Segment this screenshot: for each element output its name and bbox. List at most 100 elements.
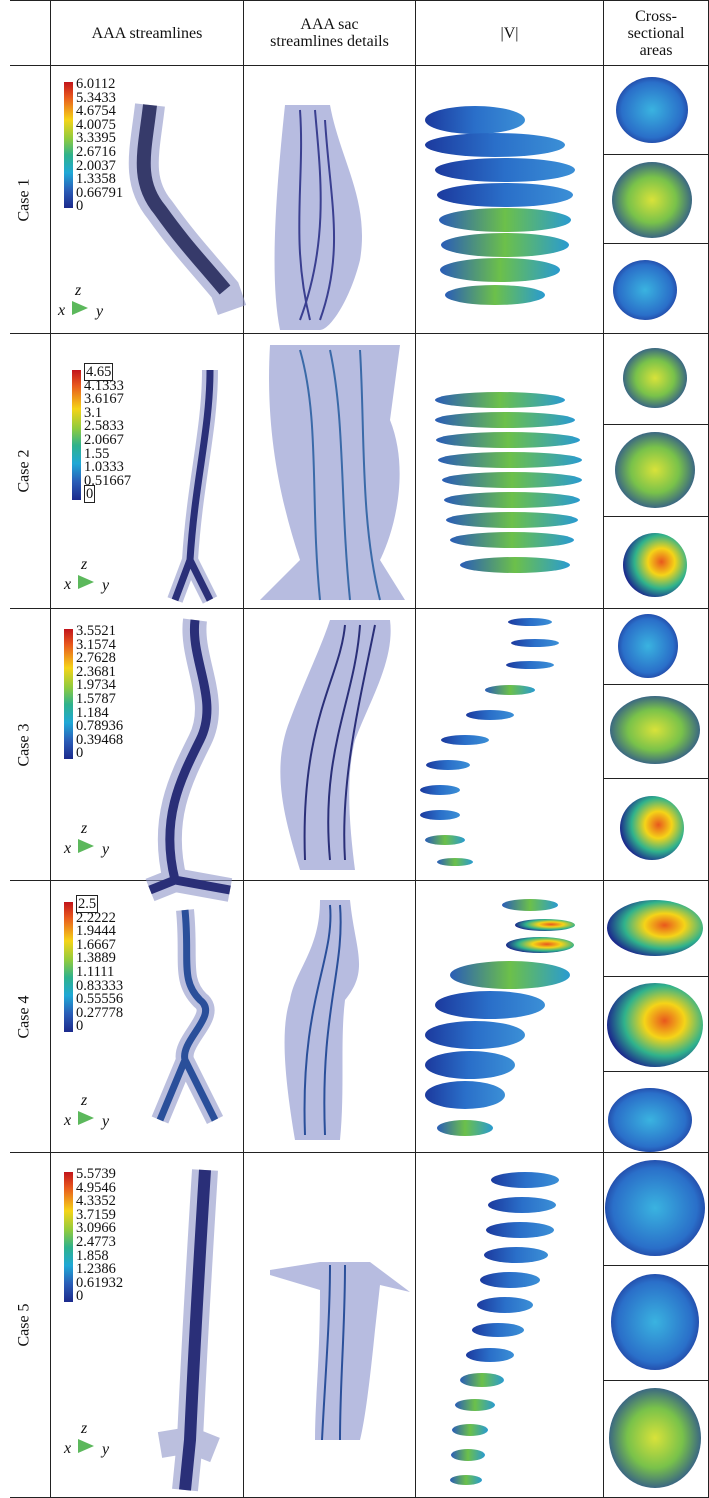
header-text: sectional (627, 24, 685, 42)
tick-label-boxed: 0 (84, 485, 96, 504)
table-rule (10, 880, 709, 881)
tick-label: 0.51667 (84, 472, 132, 489)
axis-z-label: z (75, 282, 82, 299)
colorbar (64, 902, 73, 1032)
case1-sac-render (274, 105, 363, 330)
tick-label: 0.66791 (76, 184, 124, 201)
colorbar-ticks: 6.0112 5.3433 4.6754 4.0075 3.3395 2.671… (76, 76, 124, 215)
axis-z-label: z (81, 820, 88, 837)
colorbar (64, 629, 73, 759)
tick-label: 1.9734 (76, 677, 116, 694)
axis-y-label: y (102, 577, 110, 594)
header-sac-details: AAA sac streamlines details (244, 1, 415, 65)
tick-label: 0 (76, 1288, 84, 1305)
colorbar-ticks: 5.5739 4.9546 4.3352 3.7159 3.0966 2.477… (76, 1166, 124, 1305)
tick-label: 3.7159 (76, 1206, 116, 1223)
tick-label: 1.1111 (76, 963, 115, 980)
case3-cross-sections (610, 614, 700, 860)
colorbar (64, 82, 73, 208)
axis-arrow-icon (78, 575, 94, 589)
tick-label: 5.5739 (76, 1166, 116, 1182)
case3-sac-render (280, 620, 391, 870)
case4-cross-sections (607, 900, 703, 1152)
tick-label: 2.7628 (76, 650, 116, 667)
table-rule (50, 0, 51, 1498)
case4-streamlines-render (151, 909, 224, 1125)
table-rule (415, 0, 416, 1498)
tick-label: 0.27778 (76, 1004, 124, 1021)
tick-label: 2.0037 (76, 157, 116, 174)
subcell-rule (603, 778, 709, 779)
subcell-rule (603, 154, 709, 155)
subcell-rule (603, 516, 709, 517)
axis-x-label: x (64, 1440, 72, 1457)
axis-arrow-icon (78, 1439, 94, 1453)
tick-label: 4.3352 (76, 1193, 116, 1210)
header-velocity-magnitude: |V| (416, 1, 603, 65)
table-rule (10, 65, 709, 66)
tick-label: 0.83333 (76, 977, 124, 994)
tick-label: 4.0075 (76, 116, 116, 133)
tick-label: 0.61932 (76, 1274, 124, 1291)
axis-x-label: x (58, 302, 66, 319)
colorbar-ticks: 3.5521 3.1574 2.7628 2.3681 1.9734 1.578… (76, 624, 123, 761)
axis-x-label: x (64, 1112, 72, 1129)
case2-sac-render (260, 345, 405, 601)
tick-label: 0 (76, 198, 84, 215)
tick-label: 2.3681 (76, 663, 116, 680)
axis-x-label: x (64, 576, 72, 593)
tick-label: 1.184 (76, 704, 109, 721)
tick-label: 4.6754 (76, 103, 116, 120)
case4-sac-render (284, 900, 360, 1140)
tick-label: 2.6716 (76, 143, 116, 160)
subcell-rule (603, 424, 709, 425)
tick-label: 1.5787 (76, 690, 116, 707)
case5-sac-render (270, 1262, 410, 1441)
case3-streamlines-render (145, 618, 233, 902)
tick-label: 4.65 (84, 363, 131, 381)
tick-label: 2.5833 (84, 418, 124, 435)
subcell-rule (603, 1071, 709, 1072)
case5-streamlines-render (157, 1169, 220, 1492)
tick-label: 4.9546 (76, 1179, 116, 1196)
colorbar-ticks: 4.65 4.1333 3.6167 3.1 2.5833 2.0667 1.5… (84, 363, 132, 504)
tick-label: 1.3358 (76, 171, 116, 188)
subcell-rule (603, 1380, 709, 1381)
table-rule (243, 0, 244, 1498)
case5-cross-sections (605, 1160, 705, 1488)
axis-y-label: y (102, 1113, 110, 1130)
tick-label: 3.3395 (76, 130, 116, 147)
tick-label: 3.6167 (84, 391, 124, 408)
tick-label: 6.0112 (76, 76, 116, 92)
case2-velocity-slices (435, 392, 582, 573)
tick-label: 0 (76, 1018, 84, 1035)
case2-streamlines-render (167, 369, 218, 604)
case1-velocity-slices (425, 106, 575, 305)
table-rule (10, 1152, 709, 1153)
tick-label: 2.0667 (84, 431, 124, 448)
tick-label: 3.1 (84, 404, 103, 421)
table-rule (10, 333, 709, 334)
colorbar-ticks: 2.5 2.2222 1.9444 1.6667 1.3889 1.1111 0… (76, 895, 124, 1035)
case3-velocity-slices (420, 618, 559, 866)
tick-label: 1.3889 (76, 950, 116, 967)
header-text: streamlines details (270, 33, 389, 50)
colorbar (72, 370, 81, 500)
axis-y-label: y (102, 841, 110, 858)
subcell-rule (603, 684, 709, 685)
subcell-rule (603, 243, 709, 244)
case2-cross-sections (615, 348, 695, 597)
header-aaa-streamlines: AAA streamlines (51, 1, 243, 65)
axis-triad: z x y (64, 556, 124, 604)
tick-label: 1.0333 (84, 459, 124, 476)
axis-y-label: y (96, 303, 104, 320)
subcell-rule (603, 976, 709, 977)
tick-label: 5.3433 (76, 89, 116, 106)
axis-arrow-icon (72, 301, 88, 315)
table-rule (10, 608, 709, 609)
header-text: |V| (500, 24, 519, 42)
tick-label: 4.1333 (84, 377, 124, 394)
table-rule (603, 0, 604, 1498)
tick-label-boxed: 4.65 (84, 363, 114, 381)
